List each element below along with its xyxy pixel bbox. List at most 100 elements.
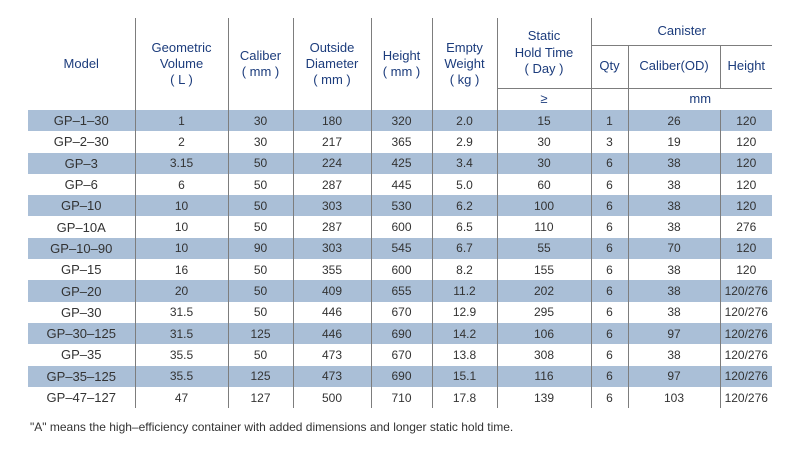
value-cell: 120/276 bbox=[724, 390, 768, 405]
value-cell: 120 bbox=[736, 262, 757, 277]
col-header-model: Model bbox=[28, 18, 136, 110]
value-cell: 127 bbox=[228, 386, 294, 409]
spec-table: Model Geometric Volume ( L ) Caliber ( m… bbox=[28, 18, 773, 409]
table-row: GP–10 10 50 303 530 6.2 100 6 38 120 bbox=[28, 195, 773, 217]
value-cell: 217 bbox=[293, 131, 372, 153]
value-cell: 473 bbox=[293, 365, 372, 387]
model-cell: GP–6 bbox=[28, 173, 136, 196]
value-cell: 500 bbox=[293, 386, 372, 409]
value-cell: 710 bbox=[371, 386, 433, 409]
value-cell: 10 bbox=[135, 195, 229, 217]
value-cell: 103 bbox=[628, 386, 721, 409]
value-cell: 110 bbox=[497, 216, 592, 238]
table-row: GP–3 3.15 50 224 425 3.4 30 6 38 120 bbox=[28, 152, 773, 174]
table-row: GP–15 16 50 355 600 8.2 155 6 38 120 bbox=[28, 259, 772, 281]
col-header-empty-weight: Empty Weight ( kg ) bbox=[432, 18, 498, 110]
value-cell: 106 bbox=[497, 322, 592, 345]
value-cell: 50 bbox=[228, 152, 294, 174]
table-body: GP–1–30 1 30 180 320 2.0 15 1 26 120 GP–2–30 2 30 217… bbox=[28, 110, 773, 409]
value-cell: 2 bbox=[135, 131, 229, 153]
value-cell: 6 bbox=[591, 280, 629, 302]
value-cell: 15 bbox=[497, 110, 592, 132]
value-cell: 50 bbox=[228, 173, 294, 196]
value-cell: 125 bbox=[228, 322, 294, 345]
value-cell: 97 bbox=[628, 365, 721, 387]
value-cell: 50 bbox=[228, 216, 294, 238]
value-cell: 12.9 bbox=[432, 301, 498, 323]
value-cell: 35.5 bbox=[135, 365, 229, 387]
model-cell: GP–47–127 bbox=[28, 386, 136, 409]
value-cell: 446 bbox=[293, 322, 372, 345]
value-cell: 295 bbox=[497, 301, 592, 323]
value-cell: 545 bbox=[371, 237, 433, 260]
value-cell: 600 bbox=[371, 259, 433, 281]
value-cell: 31.5 bbox=[135, 322, 229, 345]
value-cell: 10 bbox=[135, 216, 229, 238]
value-cell: 60 bbox=[497, 173, 592, 196]
value-cell: 6 bbox=[591, 386, 629, 409]
value-cell: 120/276 bbox=[724, 305, 768, 320]
value-cell: 30 bbox=[497, 152, 592, 174]
value-cell: 120/276 bbox=[720, 365, 773, 387]
value-cell: 180 bbox=[293, 110, 372, 132]
value-cell: 6 bbox=[591, 173, 629, 196]
col-header-outside-diameter: Outside Diameter ( mm ) bbox=[293, 18, 372, 110]
table-row: GP–6 6 50 287 445 5.0 60 6 38 120 bbox=[28, 173, 772, 196]
model-cell: GP–10A bbox=[28, 216, 136, 238]
table-row: GP–30 31.5 50 446 670 12.9 295 6 38 120/276 bbox=[28, 301, 772, 323]
value-cell: 6 bbox=[591, 237, 629, 260]
header-row-1: Model Geometric Volume ( L ) Caliber ( m… bbox=[28, 18, 773, 110]
value-cell: 120 bbox=[736, 134, 757, 149]
value-cell: 287 bbox=[293, 216, 372, 238]
value-cell: 30 bbox=[228, 110, 294, 132]
value-cell: 120/276 bbox=[724, 347, 768, 362]
value-cell: 139 bbox=[497, 386, 592, 409]
col-header-caliber: Caliber ( mm ) bbox=[228, 18, 294, 110]
value-cell: 120/276 bbox=[720, 322, 773, 345]
value-cell: 30 bbox=[228, 131, 294, 153]
value-cell: 365 bbox=[371, 131, 433, 153]
value-cell: 14.2 bbox=[432, 322, 498, 345]
value-cell: 6 bbox=[591, 322, 629, 345]
value-cell: 31.5 bbox=[135, 301, 229, 323]
value-cell: 120 bbox=[720, 152, 773, 174]
subheader-mm-unit: mm bbox=[689, 91, 712, 107]
value-cell: 90 bbox=[228, 237, 294, 260]
value-cell: 445 bbox=[371, 173, 433, 196]
subheader-gte-symbol: ≥ bbox=[497, 88, 592, 110]
value-cell: 600 bbox=[371, 216, 433, 238]
header-row-3: ≥ mm bbox=[28, 88, 772, 110]
model-cell: GP–3 bbox=[28, 152, 136, 174]
model-cell: GP–35–125 bbox=[28, 365, 136, 387]
value-cell: 38 bbox=[628, 301, 721, 323]
value-cell: 6.5 bbox=[432, 216, 498, 238]
value-cell: 17.8 bbox=[432, 386, 498, 409]
value-cell: 2.9 bbox=[432, 131, 498, 153]
value-cell: 10 bbox=[135, 237, 229, 260]
value-cell: 15.1 bbox=[432, 365, 498, 387]
value-cell: 6 bbox=[591, 259, 629, 281]
value-cell: 446 bbox=[293, 301, 372, 323]
value-cell: 670 bbox=[371, 344, 433, 366]
value-cell: 50 bbox=[228, 195, 294, 217]
table-row: GP–35–125 35.5 125 473 690 15.1 116 6 97 120/276 bbox=[28, 365, 773, 387]
value-cell: 125 bbox=[228, 365, 294, 387]
value-cell: 1 bbox=[135, 110, 229, 132]
value-cell: 308 bbox=[497, 344, 592, 366]
value-cell: 100 bbox=[497, 195, 592, 217]
table-row: GP–20 20 50 409 655 11.2 202 6 38 120/276 bbox=[28, 280, 773, 302]
value-cell: 38 bbox=[628, 280, 721, 302]
value-cell: 8.2 bbox=[432, 259, 498, 281]
value-cell: 97 bbox=[628, 322, 721, 345]
table-row: GP–1–30 1 30 180 320 2.0 15 1 26 120 bbox=[28, 110, 773, 132]
col-header-static-hold-time: Static Hold Time ( Day ) bbox=[497, 18, 592, 89]
model-cell: GP–1–30 bbox=[28, 110, 136, 132]
value-cell: 670 bbox=[371, 301, 433, 323]
table-row: GP–10A 10 50 287 600 6.5 110 6 38 276 bbox=[28, 216, 772, 238]
value-cell: 120 bbox=[720, 237, 773, 260]
value-cell: 6.7 bbox=[432, 237, 498, 260]
value-cell: 50 bbox=[228, 259, 294, 281]
table-row: GP–35 35.5 50 473 670 13.8 308 6 38 120/276 bbox=[28, 344, 772, 366]
value-cell: 38 bbox=[628, 195, 721, 217]
value-cell: 50 bbox=[228, 344, 294, 366]
